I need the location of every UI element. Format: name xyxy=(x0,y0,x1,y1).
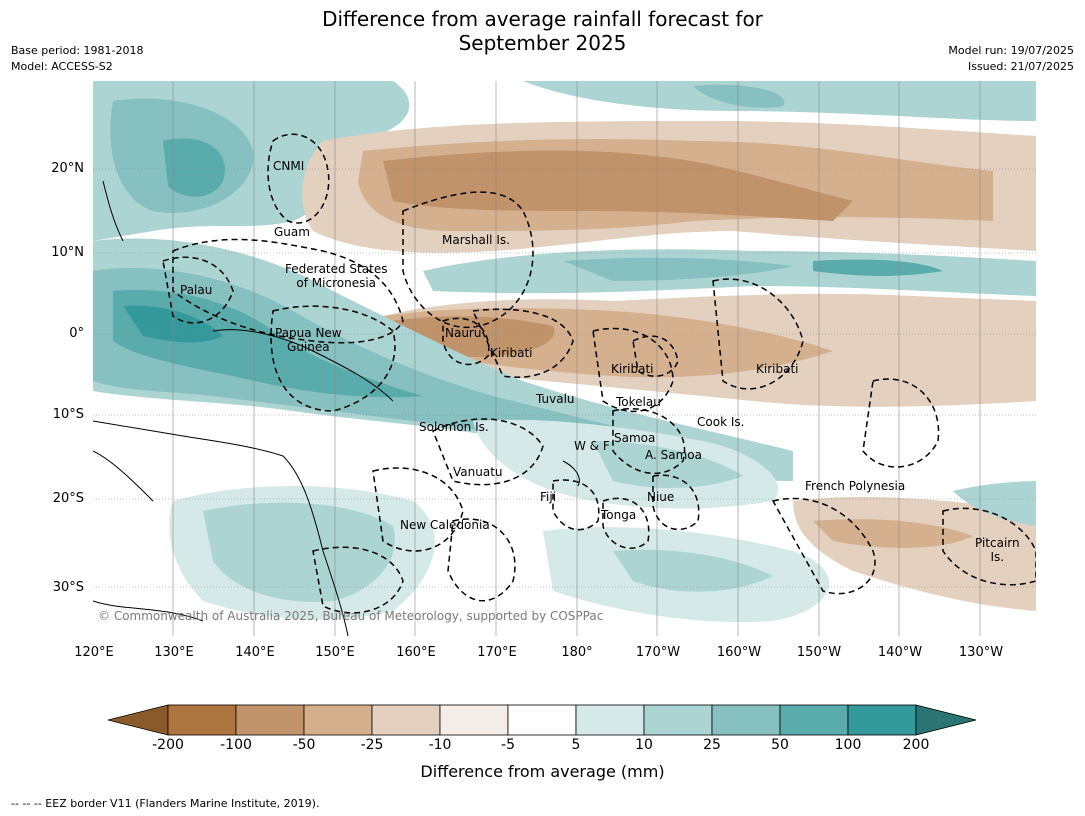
label-samoa: Samoa xyxy=(614,431,656,445)
lat-tick-30s: 30°S xyxy=(52,580,84,595)
model-name: Model: ACCESS-S2 xyxy=(11,60,113,73)
lon-tick-180: 180° xyxy=(561,645,593,660)
eez-footnote: -- -- -- EEZ border V11 (Flanders Marine… xyxy=(11,797,320,810)
label-french-polynesia: French Polynesia xyxy=(805,479,906,493)
colorbar-graphic xyxy=(107,704,977,736)
lon-tick-150e: 150°E xyxy=(315,645,355,660)
lon-tick-130w: 130°W xyxy=(958,645,1004,660)
cb-label-1: -100 xyxy=(220,737,252,753)
cb-label-10: 100 xyxy=(834,737,862,753)
cb-label-3: -25 xyxy=(360,737,384,753)
label-png-2: Guinea xyxy=(287,340,330,354)
label-pitcairn-2: Is. xyxy=(990,550,1005,564)
cb-label-4: -10 xyxy=(428,737,452,753)
lon-tick-120e: 120°E xyxy=(74,645,114,660)
lat-tick-0: 0° xyxy=(69,326,84,341)
colorbar-swatch xyxy=(371,704,441,736)
label-cnmi: CNMI xyxy=(273,159,305,173)
cb-label-8: 25 xyxy=(703,737,721,753)
label-pitcairn-1: Pitcairn xyxy=(975,536,1020,550)
lat-tick-20n: 20°N xyxy=(51,161,84,176)
meta-left: Base period: 1981-2018 Model: ACCESS-S2 xyxy=(11,43,143,75)
colorbar-swatch xyxy=(711,704,781,736)
colorbar-swatch-min xyxy=(107,704,169,736)
coastlines xyxy=(93,180,580,636)
label-tokelau: Tokelau xyxy=(616,395,661,409)
colorbar xyxy=(105,703,981,741)
base-period: Base period: 1981-2018 xyxy=(11,44,144,57)
label-cook: Cook Is. xyxy=(697,415,745,429)
lon-tick-160w: 160°W xyxy=(716,645,762,660)
colorbar-swatch xyxy=(235,704,305,736)
label-fiji: Fiji xyxy=(540,490,557,504)
label-tuvalu: Tuvalu xyxy=(536,392,575,406)
label-kiribati-central: Kiribati xyxy=(611,362,654,376)
label-niue: Niue xyxy=(647,490,675,504)
label-guam: Guam xyxy=(274,225,310,239)
lon-tick-170e: 170°E xyxy=(477,645,517,660)
lon-tick-170w: 170°W xyxy=(635,645,681,660)
cb-label-5: -5 xyxy=(501,737,515,753)
colorbar-swatches xyxy=(107,704,977,736)
lon-tick-130e: 130°E xyxy=(154,645,194,660)
label-wf: W & F xyxy=(574,439,610,453)
lon-tick-150w: 150°W xyxy=(796,645,842,660)
eez-borders xyxy=(162,133,1036,614)
colorbar-swatch xyxy=(575,704,645,736)
cb-label-6: 5 xyxy=(571,737,581,753)
colorbar-swatch-max xyxy=(915,704,977,736)
label-kiribati-west: Kiribati xyxy=(490,346,533,360)
meta-right: Model run: 19/07/2025 Issued: 21/07/2025 xyxy=(948,43,1074,75)
lat-tick-10n: 10°N xyxy=(51,245,84,260)
label-kiribati-east: Kiribati xyxy=(756,362,799,376)
model-run: Model run: 19/07/2025 xyxy=(948,44,1074,57)
cb-label-9: 50 xyxy=(771,737,789,753)
label-palau: Palau xyxy=(180,283,213,297)
lat-tick-10s: 10°S xyxy=(52,407,84,422)
cb-label-0: -200 xyxy=(152,737,184,753)
label-fsm: Federated States of Micronesia xyxy=(285,262,387,290)
colorbar-swatch xyxy=(303,704,373,736)
label-solomon: Solomon Is. xyxy=(419,420,489,434)
label-asamoa: A. Samoa xyxy=(645,448,702,462)
cb-label-7: 10 xyxy=(635,737,653,753)
lat-tick-20s: 20°S xyxy=(52,491,84,506)
lon-tick-140w: 140°W xyxy=(877,645,923,660)
title-line-2: September 2025 xyxy=(458,31,627,55)
colorbar-swatch xyxy=(643,704,713,736)
copyright-notice: © Commonwealth of Australia 2025, Bureau… xyxy=(98,609,604,623)
label-nauru: Nauru xyxy=(445,326,482,340)
colorbar-swatch xyxy=(847,704,917,736)
label-tonga: Tonga xyxy=(601,508,637,522)
cb-label-2: -50 xyxy=(292,737,316,753)
label-new-caledonia: New Caledonia xyxy=(400,518,490,532)
colorbar-swatch xyxy=(167,704,237,736)
colorbar-swatch xyxy=(779,704,849,736)
colorbar-swatch xyxy=(507,704,577,736)
colorbar-swatch xyxy=(439,704,509,736)
label-png-1: Papua New xyxy=(275,326,342,340)
label-marshall: Marshall Is. xyxy=(442,233,510,247)
map-area: CNMI Guam Marshall Is. Federated States … xyxy=(93,81,1036,636)
title-line-1: Difference from average rainfall forecas… xyxy=(322,7,763,31)
rainfall-map xyxy=(93,81,1036,636)
issued-date: Issued: 21/07/2025 xyxy=(967,60,1074,73)
lon-tick-140e: 140°E xyxy=(235,645,275,660)
lon-tick-160e: 160°E xyxy=(396,645,436,660)
label-fsm-2: of Micronesia xyxy=(296,276,377,290)
label-png: Papua New Guinea xyxy=(275,326,342,354)
label-fsm-1: Federated States xyxy=(285,262,388,276)
cb-label-11: 200 xyxy=(902,737,930,753)
label-vanuatu: Vanuatu xyxy=(453,465,503,479)
colorbar-title: Difference from average (mm) xyxy=(420,762,665,781)
map-title: Difference from average rainfall forecas… xyxy=(0,7,1085,55)
label-pitcairn: Pitcairn Is. xyxy=(975,536,1020,564)
graticule xyxy=(93,81,1036,636)
